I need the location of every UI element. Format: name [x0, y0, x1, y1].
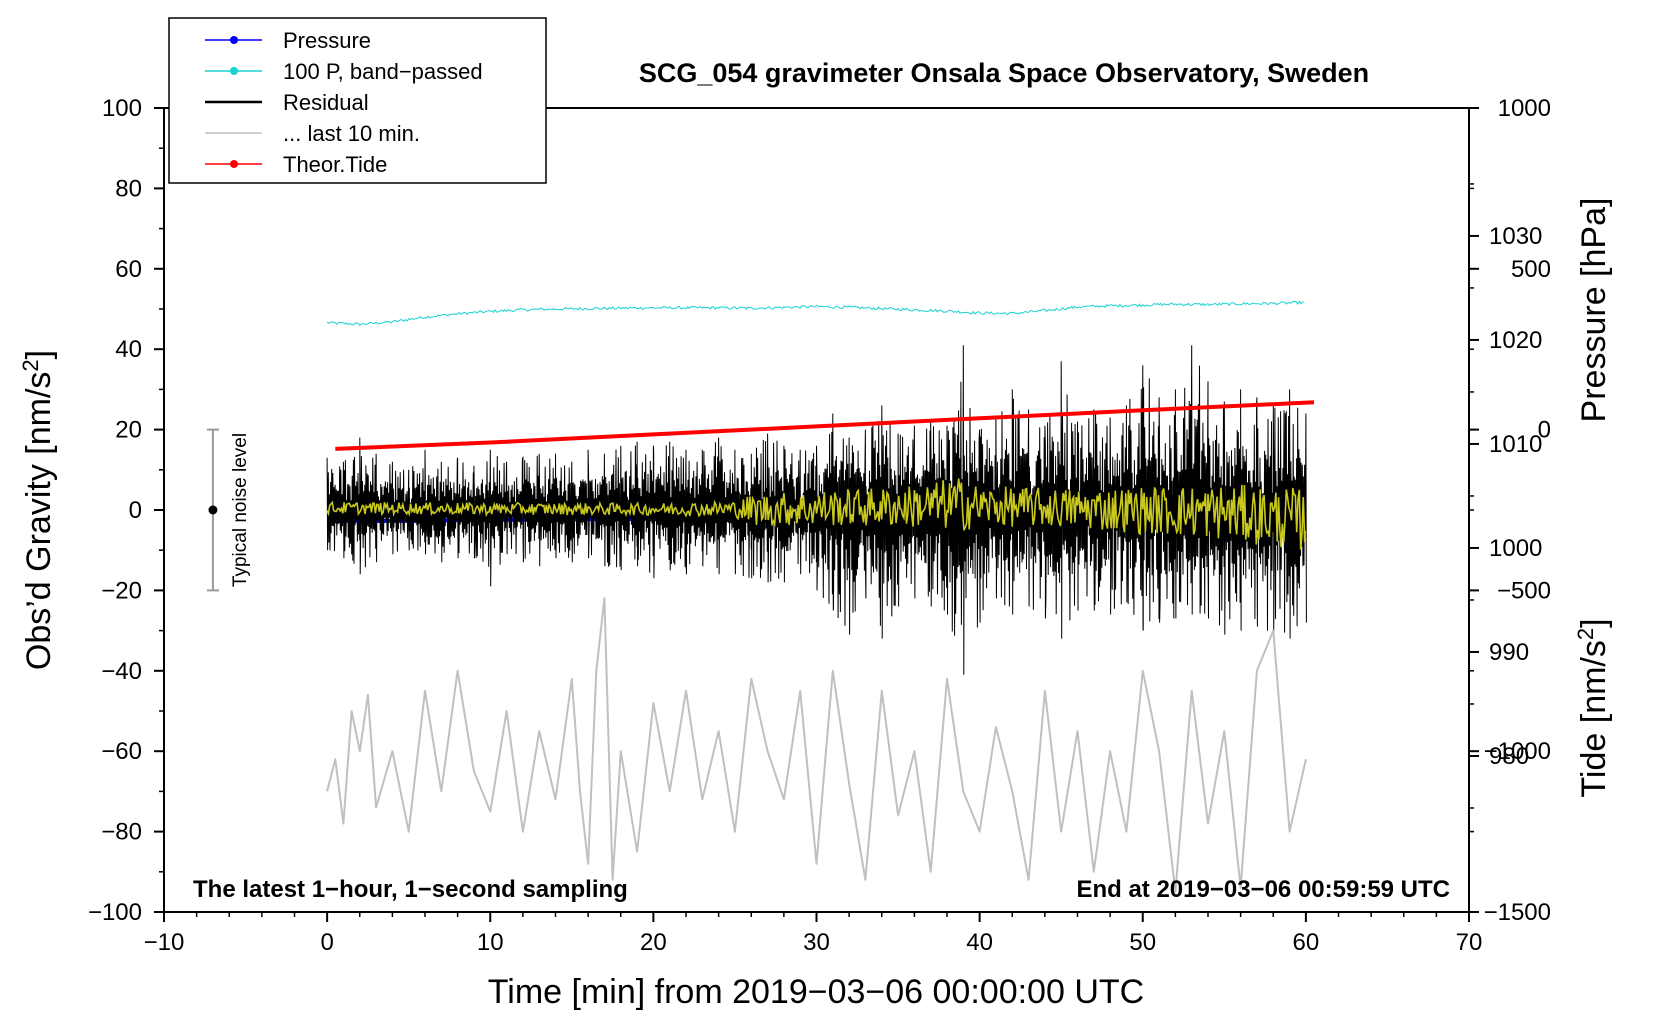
x-tick-label: 30	[803, 929, 830, 956]
series-last-10-min	[326, 597, 1307, 893]
y-left-tick-label: −40	[101, 658, 142, 685]
y-left-tick-label: 80	[115, 175, 142, 202]
legend-swatch-marker	[230, 67, 238, 75]
y-pressure-tick-label: 980	[1489, 743, 1529, 770]
series-band-passed-pressure	[326, 300, 1305, 327]
x-tick-label: 20	[640, 929, 667, 956]
x-tick-label: −10	[144, 929, 185, 956]
series-residual	[326, 345, 1307, 675]
y-left-tick-label: −20	[101, 577, 142, 604]
x-tick-label: 40	[966, 929, 993, 956]
axis-ticks: −10 0 10 20 30 40 50 60 70−100−80−60−40−20020406…	[88, 95, 1551, 956]
data-series	[326, 300, 1315, 893]
x-tick-label: 50	[1129, 929, 1156, 956]
series-residual-filtered	[326, 478, 1307, 550]
y-axis-label-tide: Tide [nm/s2]	[1573, 618, 1613, 797]
noise-level-indicator: Typical noise level	[206, 428, 251, 592]
legend: Pressure 100 P, band−passed Residual ... la…	[168, 17, 547, 184]
y-pressure-tick-label: 1020	[1489, 327, 1542, 354]
x-tick-label: 70	[1456, 929, 1483, 956]
legend-label: 100 P, band−passed	[283, 59, 483, 84]
y-tide-tick-label: −1500	[1484, 899, 1551, 926]
y-axis-label-pressure: Pressure [hPa]	[1575, 198, 1613, 423]
y-left-tick-label: 100	[102, 95, 142, 122]
y-pressure-tick-label: 990	[1489, 639, 1529, 666]
x-tick-label: 60	[1293, 929, 1320, 956]
y-tide-tick-label: −1000	[1484, 738, 1551, 765]
y-pressure-tick-label: 1030	[1489, 223, 1542, 250]
y-left-tick-label: 40	[115, 336, 142, 363]
y-left-tick-label: −100	[88, 899, 142, 926]
legend-label: ... last 10 min.	[283, 121, 420, 146]
y-left-tick-label: 20	[115, 417, 142, 444]
y-left-tick-label: −80	[101, 819, 142, 846]
y-pressure-tick-label: 1000	[1489, 535, 1542, 562]
y-pressure-tick-label: 1010	[1489, 431, 1542, 458]
y-tide-tick-label: 1000	[1498, 95, 1551, 122]
annotation-bottom-right: End at 2019−03−06 00:59:59 UTC	[1076, 876, 1450, 903]
y-tide-tick-label: 500	[1511, 256, 1551, 283]
y-left-tick-label: 60	[115, 256, 142, 283]
x-tick-label: 0	[320, 929, 333, 956]
legend-label: Residual	[283, 90, 369, 115]
x-tick-label: 10	[477, 929, 504, 956]
legend-box	[168, 17, 547, 184]
series-theoretical-tide	[335, 400, 1315, 451]
noise-center-dot	[208, 505, 218, 515]
noise-level-label: Typical noise level	[230, 433, 251, 587]
y-axis-label-left: Obs’d Gravity [nm/s2]	[18, 350, 58, 670]
annotation-bottom-left: The latest 1−hour, 1−second sampling	[193, 876, 628, 903]
legend-swatch-marker	[230, 36, 238, 44]
y-tide-tick-label: −500	[1497, 577, 1551, 604]
x-axis-label: Time [min] from 2019−03−06 00:00:00 UTC	[488, 973, 1144, 1011]
y-tide-tick-label: 0	[1538, 417, 1551, 444]
legend-label: Pressure	[283, 28, 371, 53]
y-left-tick-label: −60	[101, 738, 142, 765]
legend-swatch-marker	[230, 160, 238, 168]
legend-label: Theor.Tide	[283, 152, 387, 177]
chart-title: SCG_054 gravimeter Onsala Space Observat…	[639, 58, 1369, 88]
y-left-tick-label: 0	[129, 497, 142, 524]
